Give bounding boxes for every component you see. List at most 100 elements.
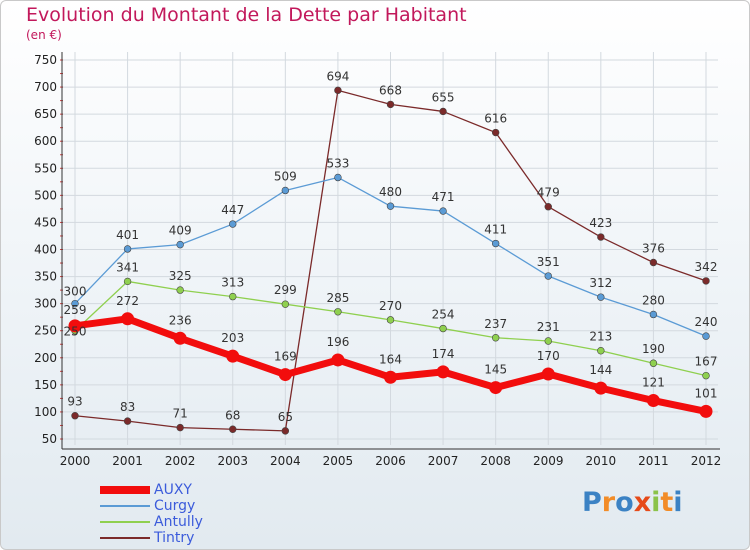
x-tick-label: 2007 xyxy=(428,454,459,468)
data-label-tintry: 342 xyxy=(695,260,718,274)
data-point-curgy xyxy=(544,272,552,280)
x-tick-label: 2003 xyxy=(217,454,248,468)
data-point-antully xyxy=(491,334,500,342)
data-point-auxy xyxy=(121,312,135,326)
x-tick-label: 2012 xyxy=(691,454,722,468)
legend-label: AUXY xyxy=(154,482,192,498)
y-tick-label: 150 xyxy=(34,378,57,392)
data-point-tintry xyxy=(71,412,79,420)
y-tick-label: 600 xyxy=(34,134,57,148)
data-point-tintry xyxy=(176,423,184,432)
data-label-auxy: 169 xyxy=(274,350,297,364)
legend-item-auxy: AUXY xyxy=(100,482,203,498)
data-label-tintry: 376 xyxy=(642,241,665,255)
data-point-auxy xyxy=(331,353,345,367)
data-label-curgy: 401 xyxy=(116,228,139,242)
data-label-antully: 325 xyxy=(169,269,192,283)
data-label-antully: 270 xyxy=(379,299,402,313)
data-label-curgy: 300 xyxy=(64,285,87,299)
data-point-antully xyxy=(176,286,184,294)
data-point-tintry xyxy=(702,277,710,285)
data-point-antully xyxy=(386,316,395,324)
data-label-curgy: 312 xyxy=(589,276,612,290)
data-label-curgy: 471 xyxy=(432,190,455,204)
data-label-antully: 167 xyxy=(695,355,718,369)
data-point-curgy xyxy=(176,240,184,249)
data-label-curgy: 280 xyxy=(642,293,665,307)
y-tick-label: 700 xyxy=(34,80,57,94)
data-point-curgy xyxy=(702,332,710,340)
legend-swatch xyxy=(100,537,150,539)
data-label-auxy: 259 xyxy=(64,303,87,317)
data-point-curgy xyxy=(649,310,658,319)
y-tick-label: 50 xyxy=(42,432,57,446)
legend-item-tintry: Tintry xyxy=(100,530,203,546)
y-tick-label: 500 xyxy=(34,188,57,202)
data-point-tintry xyxy=(386,100,395,109)
data-label-tintry: 668 xyxy=(379,83,402,97)
data-point-auxy xyxy=(436,365,450,379)
data-point-auxy xyxy=(489,381,503,395)
data-point-antully xyxy=(439,324,447,333)
x-tick-label: 2002 xyxy=(165,454,196,468)
data-point-antully xyxy=(281,300,290,308)
data-label-auxy: 272 xyxy=(116,294,139,308)
data-point-curgy xyxy=(334,173,342,182)
data-point-curgy xyxy=(597,293,605,301)
data-label-tintry: 65 xyxy=(278,410,293,424)
data-label-auxy: 174 xyxy=(432,347,455,361)
data-label-tintry: 655 xyxy=(432,90,455,104)
data-label-curgy: 533 xyxy=(326,156,349,170)
data-point-antully xyxy=(229,292,237,301)
data-point-auxy xyxy=(699,404,713,418)
y-tick-label: 450 xyxy=(34,215,57,229)
data-label-curgy: 240 xyxy=(695,315,718,329)
data-point-curgy xyxy=(386,202,395,210)
logo-letter: P xyxy=(582,487,602,518)
data-label-antully: 254 xyxy=(432,308,455,322)
data-label-curgy: 480 xyxy=(379,185,402,199)
data-label-antully: 250 xyxy=(64,325,87,339)
data-label-antully: 213 xyxy=(589,330,612,344)
legend-label: Antully xyxy=(154,514,203,530)
chart-legend: AUXY Curgy Antully Tintry xyxy=(100,482,203,546)
logo-letter: i xyxy=(673,487,683,518)
data-point-auxy xyxy=(541,367,555,381)
data-point-tintry xyxy=(229,425,237,433)
data-label-tintry: 71 xyxy=(173,407,188,421)
data-label-tintry: 83 xyxy=(120,400,135,414)
data-point-auxy xyxy=(646,394,660,408)
logo-letter: r xyxy=(601,487,616,518)
data-point-curgy xyxy=(491,239,500,248)
data-label-auxy: 144 xyxy=(589,363,612,377)
y-tick-label: 750 xyxy=(34,53,57,67)
data-label-antully: 285 xyxy=(326,291,349,305)
data-point-antully xyxy=(597,347,605,355)
legend-label: Tintry xyxy=(154,530,195,546)
data-point-tintry xyxy=(491,128,500,137)
data-label-curgy: 411 xyxy=(484,223,507,237)
data-point-antully xyxy=(702,371,710,380)
y-tick-label: 550 xyxy=(34,161,57,175)
data-point-antully xyxy=(334,308,342,316)
data-point-curgy xyxy=(123,245,132,253)
legend-item-antully: Antully xyxy=(100,514,203,530)
data-label-antully: 237 xyxy=(484,317,507,331)
proxiti-logo: Proxiti xyxy=(582,487,683,518)
data-label-antully: 313 xyxy=(221,276,244,290)
x-tick-label: 2008 xyxy=(480,454,511,468)
data-point-tintry xyxy=(334,86,342,95)
data-label-antully: 341 xyxy=(116,260,139,274)
x-tick-label: 2009 xyxy=(533,454,564,468)
data-point-curgy xyxy=(281,186,290,195)
logo-letter: t xyxy=(660,487,674,518)
legend-swatch xyxy=(100,521,150,523)
data-label-auxy: 236 xyxy=(169,313,192,327)
data-point-curgy xyxy=(71,299,79,308)
y-tick-label: 350 xyxy=(34,270,57,284)
data-point-auxy xyxy=(173,331,187,345)
data-label-auxy: 101 xyxy=(695,386,718,400)
data-point-auxy xyxy=(278,368,292,382)
